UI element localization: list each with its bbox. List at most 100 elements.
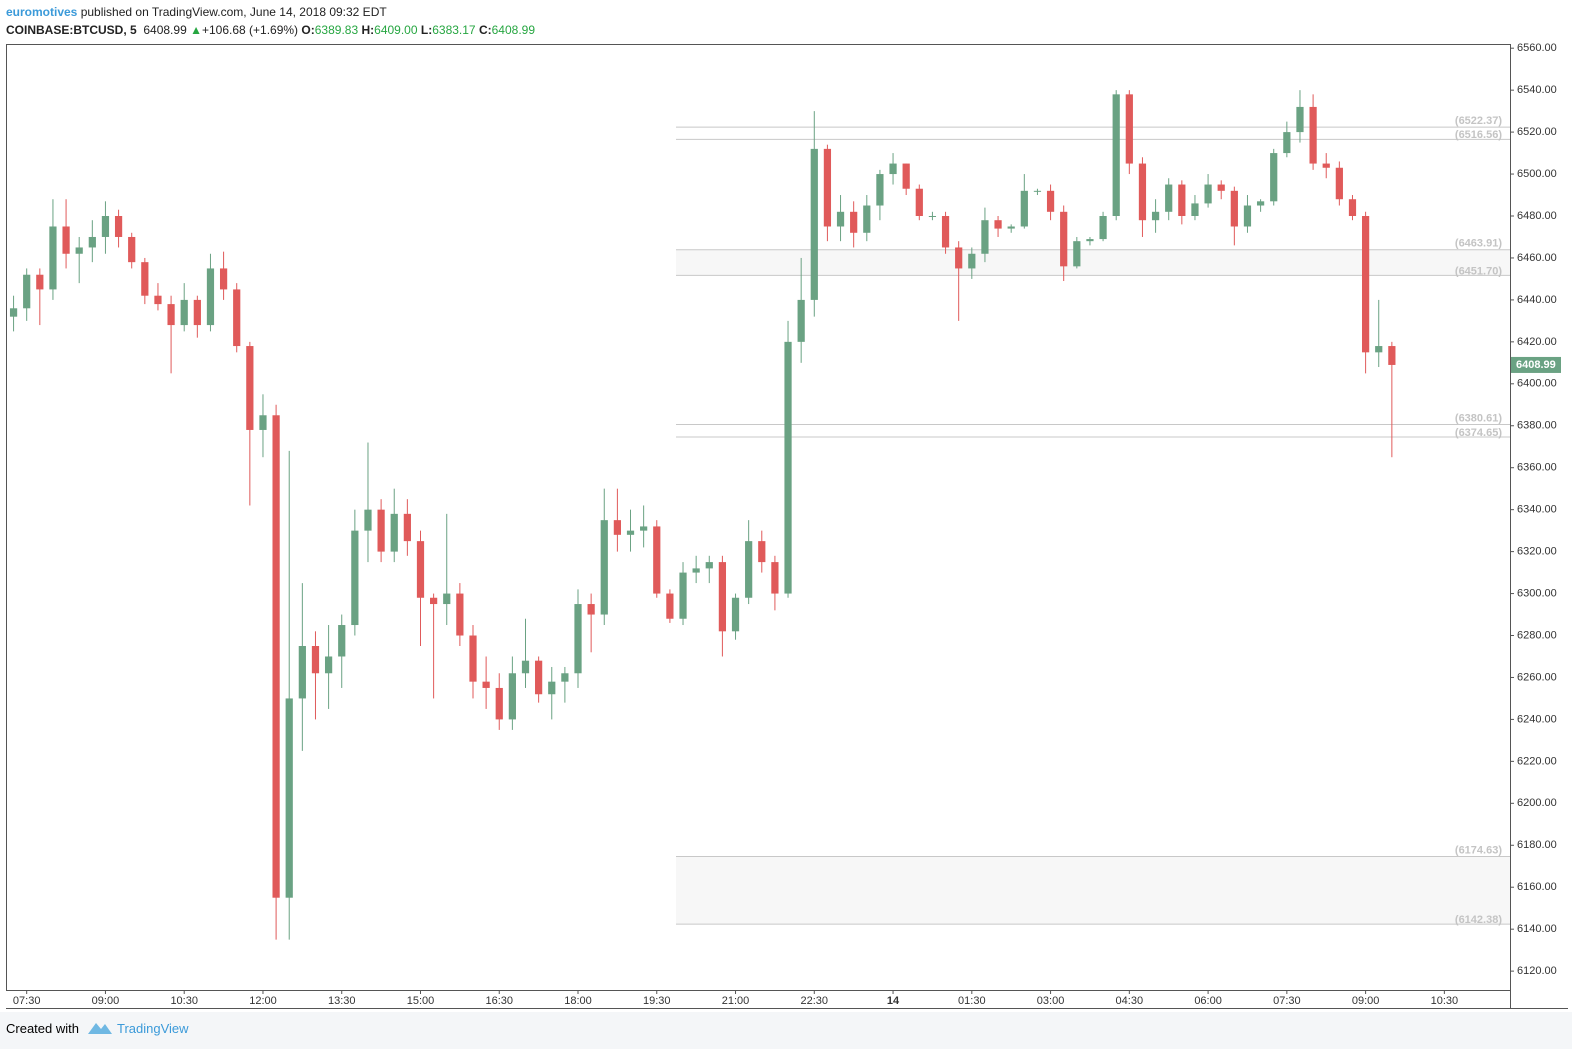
- candle-body: [1138, 163, 1147, 221]
- x-tick-label: 10:30: [170, 995, 198, 1007]
- candle-body: [141, 262, 149, 296]
- y-tick-label: 6200.00: [1517, 797, 1557, 809]
- candle-body: [1204, 184, 1212, 204]
- x-tick-label: 07:30: [1273, 995, 1301, 1007]
- x-tick-label: 06:00: [1194, 995, 1222, 1007]
- footer: Created with TradingView: [0, 1012, 1572, 1049]
- candle-body: [351, 530, 359, 626]
- header: euromotives published on TradingView.com…: [6, 3, 535, 39]
- level-zone: [676, 856, 1510, 925]
- candle-body: [1243, 205, 1252, 227]
- candle-body: [535, 660, 543, 695]
- plot-frame: [6, 44, 1511, 991]
- candle-body: [955, 247, 963, 269]
- candle-body: [233, 289, 241, 347]
- candle-body: [587, 604, 595, 615]
- last-price-label: 6408.99: [1516, 359, 1556, 371]
- y-tick-label: 6280.00: [1517, 629, 1557, 641]
- candle-body: [1296, 106, 1304, 133]
- x-tick-label: 10:30: [1431, 995, 1459, 1007]
- ohlc-label: L:: [420, 23, 433, 37]
- candle-body: [1073, 241, 1081, 267]
- ohlc-value: 6408.99: [491, 23, 536, 37]
- candle-body: [324, 656, 333, 674]
- x-tick-label: 21:00: [722, 995, 750, 1007]
- y-tick-label: 6500.00: [1517, 168, 1557, 180]
- last-price-box: [1511, 356, 1561, 373]
- candle-body: [863, 205, 871, 233]
- candle-body: [784, 341, 792, 594]
- y-tick-label: 6260.00: [1517, 671, 1557, 683]
- x-tick-label: 04:30: [1116, 995, 1144, 1007]
- y-tick-label: 6220.00: [1517, 755, 1557, 767]
- author[interactable]: euromotives: [6, 5, 78, 19]
- candle-body: [810, 148, 818, 300]
- candle-body: [521, 660, 530, 674]
- candle-body: [23, 274, 31, 309]
- candle-body: [1151, 211, 1160, 221]
- candle-body: [246, 346, 254, 430]
- candle-body: [915, 188, 923, 216]
- y-tick-label: 6300.00: [1517, 587, 1557, 599]
- candle-body: [850, 211, 858, 233]
- candle-body: [1099, 216, 1107, 240]
- y-tick-label: 6180.00: [1517, 839, 1557, 851]
- candle-body: [574, 604, 582, 674]
- candle-body: [114, 216, 123, 237]
- candle-body: [653, 526, 661, 594]
- y-tick-label: 6560.00: [1517, 42, 1557, 54]
- y-tick-label: 6460.00: [1517, 252, 1557, 264]
- ohlc-label: H:: [361, 23, 375, 37]
- y-tick-label: 6420.00: [1517, 336, 1557, 348]
- y-tick-label: 6400.00: [1517, 378, 1557, 390]
- candle-body: [1322, 163, 1330, 168]
- change: +106.68 (+1.69%): [201, 23, 299, 37]
- level-label: (6451.70): [1455, 265, 1502, 277]
- x-tick-label: 19:30: [643, 995, 671, 1007]
- candle-body: [1020, 190, 1028, 227]
- candle-body: [36, 274, 44, 290]
- brand[interactable]: TradingView: [117, 1021, 189, 1036]
- x-tick-label: 13:30: [328, 995, 356, 1007]
- candle-body: [377, 509, 385, 552]
- level-label: (6522.37): [1455, 115, 1502, 127]
- candle-body: [259, 415, 267, 430]
- up-arrow: ▲: [190, 23, 202, 37]
- candle-body: [403, 513, 411, 542]
- candle-body: [508, 673, 516, 720]
- x-tick-label: 12:00: [249, 995, 277, 1007]
- y-tick-label: 6120.00: [1517, 965, 1557, 977]
- candle-body: [430, 597, 438, 605]
- x-tick-label: 01:30: [958, 995, 986, 1007]
- candle-body: [1375, 346, 1383, 353]
- candle-body: [1230, 190, 1238, 227]
- candle-body: [705, 562, 713, 569]
- candle-body: [640, 526, 648, 531]
- candle-body: [416, 541, 425, 598]
- candle-body: [1335, 167, 1343, 200]
- x-tick-label: 16:30: [485, 995, 513, 1007]
- y-tick-label: 6380.00: [1517, 420, 1557, 432]
- candle-body: [1309, 106, 1317, 164]
- candle-body: [692, 568, 700, 573]
- candle-body: [88, 236, 96, 248]
- candle-body: [75, 247, 83, 254]
- candle-body: [219, 268, 228, 290]
- y-tick-label: 6160.00: [1517, 881, 1557, 893]
- candle-body: [338, 625, 346, 657]
- candle-body: [548, 681, 556, 695]
- x-tick-label: 09:00: [1352, 995, 1380, 1007]
- candle-body: [981, 220, 989, 254]
- candle-body: [731, 597, 740, 632]
- tv-logo: [88, 1023, 112, 1034]
- candle-body: [626, 530, 635, 535]
- candle-body: [1086, 239, 1094, 242]
- ohlc-value: 6383.17: [432, 23, 476, 37]
- candle-body: [902, 163, 910, 189]
- y-tick-label: 6340.00: [1517, 504, 1557, 516]
- x-tick-label: 22:30: [801, 995, 829, 1007]
- candle-body: [561, 673, 569, 682]
- x-tick-label: 18:00: [564, 995, 592, 1007]
- candle-body: [718, 562, 727, 632]
